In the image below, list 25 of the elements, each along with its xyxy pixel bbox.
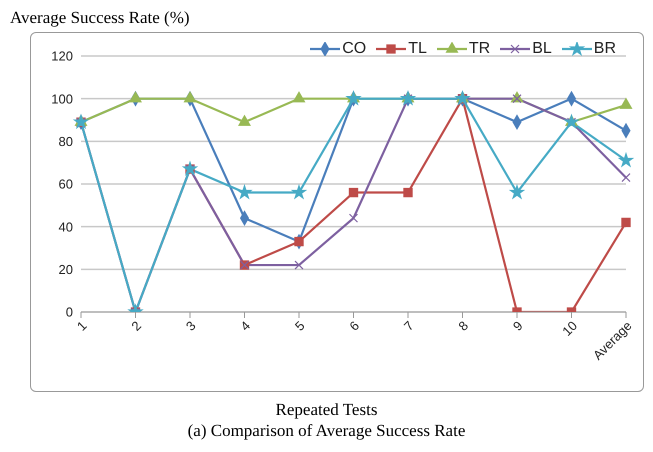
x-tick-label: 7 (400, 318, 417, 334)
x-tick-label: 5 (292, 318, 308, 334)
x-axis-title: Repeated Tests (274, 400, 378, 420)
x-tick-label: 2 (128, 318, 144, 334)
x-tick-label: 1 (74, 318, 90, 334)
y-tick-label: 0 (66, 304, 73, 320)
x-tick-label: 9 (510, 318, 526, 334)
x-tick-label: 10 (559, 318, 580, 339)
legend-label: TR (468, 40, 490, 58)
legend-label: BR (592, 40, 616, 58)
y-tick-label: 120 (51, 48, 73, 64)
x-tick-label: 6 (346, 318, 362, 334)
x-tick-label: 3 (182, 318, 199, 334)
y-axis-title: Average Success Rate (%) (10, 8, 190, 28)
x-tick-label: 4 (237, 318, 254, 334)
legend-label: BL (531, 40, 552, 58)
text: (a) Comparison of Average Success Rate (186, 421, 466, 441)
y-tick-label: 60 (58, 176, 73, 192)
legend-label: CO (341, 40, 366, 58)
y-tick-label: 40 (58, 219, 73, 234)
x-tick-label: 8 (455, 318, 472, 334)
y-tick-label: 20 (58, 262, 73, 277)
legend-label: TL (407, 40, 427, 58)
y-tick-label: 80 (58, 134, 73, 149)
y-tick-label: 100 (51, 91, 73, 106)
